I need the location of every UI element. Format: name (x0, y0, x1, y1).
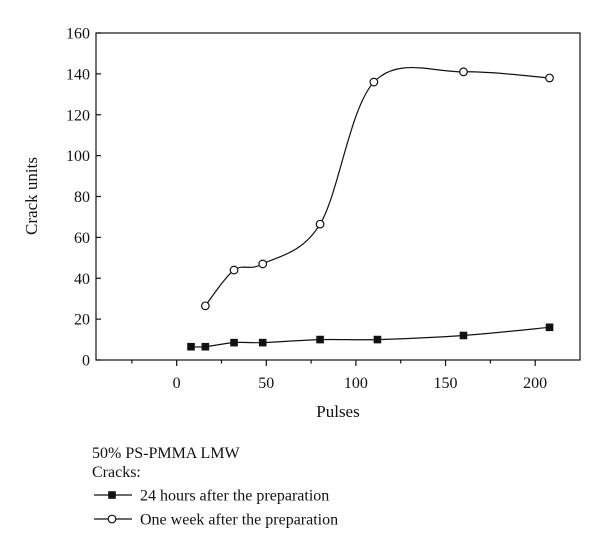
data-point (258, 338, 267, 347)
legend-marker (107, 514, 117, 524)
legend-entry: One week after the preparation (94, 512, 338, 529)
data-point (316, 335, 324, 344)
series-layer (187, 66, 554, 351)
x-tick-label: 100 (344, 375, 368, 392)
data-point (230, 338, 238, 347)
x-axis-ticks: 0 50 100 150 200 (131, 360, 547, 392)
series-line (204, 66, 550, 307)
legend-entries: 24 hours after the preparation One week a… (94, 488, 338, 529)
x-tick-label: 50 (258, 375, 274, 392)
y-tick-label: 80 (74, 189, 90, 206)
y-tick-label: 160 (66, 26, 90, 43)
y-tick-label: 20 (74, 312, 90, 329)
y-tick-label: 100 (66, 148, 90, 165)
data-point (200, 301, 210, 311)
y-tick-label: 140 (66, 66, 90, 83)
legend-label: One week after the preparation (140, 512, 338, 529)
legend-entry: 24 hours after the preparation (94, 488, 329, 505)
series-line (190, 326, 550, 348)
data-point (258, 259, 268, 269)
data-point (187, 342, 195, 351)
x-tick-label: 0 (173, 375, 181, 392)
series-2 (200, 66, 554, 311)
data-point (545, 323, 554, 332)
legend-marker (108, 491, 116, 499)
data-point (315, 219, 325, 229)
legend-label: 24 hours after the preparation (140, 488, 329, 505)
legend-subtitle: Cracks: (92, 464, 141, 481)
x-tick-label: 150 (434, 375, 458, 392)
y-axis-ticks: 0 20 40 60 80 100 120 140 160 (66, 26, 101, 370)
y-tick-label: 120 (66, 107, 90, 124)
data-point (373, 335, 382, 344)
data-point (369, 77, 379, 87)
x-axis-title: Pulses (316, 402, 359, 421)
y-axis-title: Crack units (22, 157, 41, 235)
legend-title: 50% PS-PMMA LMW (92, 445, 240, 462)
series-1 (187, 323, 554, 351)
plot-frame (95, 32, 581, 361)
x-tick-label: 200 (523, 375, 547, 392)
data-point (201, 342, 210, 351)
y-tick-label: 60 (74, 230, 90, 247)
y-tick-label: 40 (74, 271, 90, 288)
data-point (545, 73, 554, 83)
data-point (459, 331, 468, 340)
y-tick-label: 0 (82, 353, 90, 370)
data-point (229, 265, 239, 275)
data-point (459, 67, 468, 77)
legend: 50% PS-PMMA LMW Cracks: 24 hours after t… (92, 445, 338, 529)
